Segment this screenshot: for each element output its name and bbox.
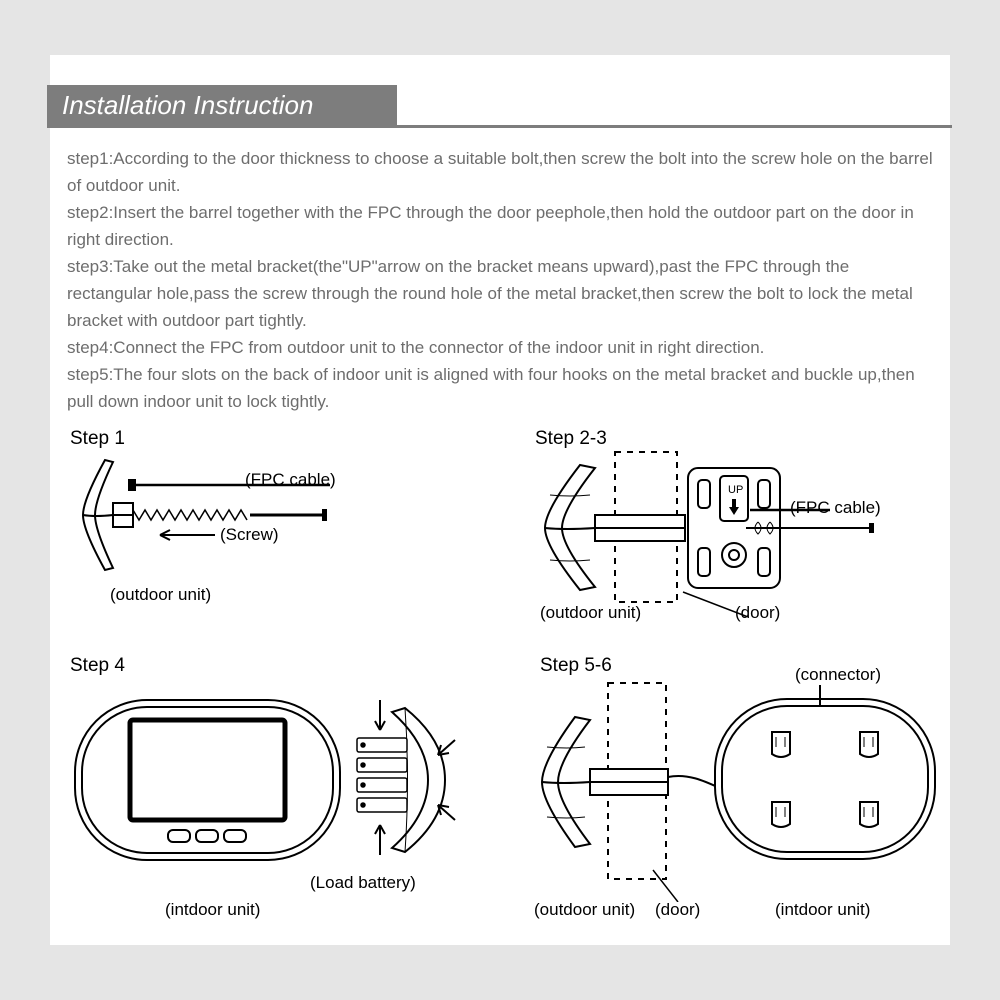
svg-text:UP: UP [728,484,743,496]
instruction-step5: step5:The four slots on the back of indo… [67,361,937,415]
step56-diagram [520,667,950,902]
page: Installation Instruction step1:According… [50,55,950,945]
title-rule [47,125,952,128]
step23-fpc-label: (FPC cable) [790,498,881,518]
step4-label: Step 4 [70,655,125,677]
step1-fpc-label: (FPC cable) [245,470,336,490]
step4-loadbatt-label: (Load battery) [310,873,416,893]
step56-outdoor-label: (outdoor unit) [534,900,635,920]
step4-diagram [60,680,480,900]
step56-intdoor-label: (intdoor unit) [775,900,870,920]
step23-outdoor-label: (outdoor unit) [540,603,641,623]
instruction-step3: step3:Take out the metal bracket(the"UP"… [67,253,937,334]
step1-label: Step 1 [70,428,125,450]
step1-screw-label: (Screw) [220,525,279,545]
instruction-step4: step4:Connect the FPC from outdoor unit … [67,334,937,361]
page-title: Installation Instruction [62,90,313,120]
step4-intdoor-label: (intdoor unit) [165,900,260,920]
instruction-text: step1:According to the door thickness to… [67,145,937,415]
step23-door-leader [678,587,768,617]
step1-outdoor-label: (outdoor unit) [110,585,211,605]
page-title-bar: Installation Instruction [47,85,397,125]
step23-diagram: UP [520,440,940,610]
instruction-step1: step1:According to the door thickness to… [67,145,937,199]
step56-door-label: (door) [655,900,700,920]
step56-connector-label: (connector) [795,665,881,685]
instruction-step2: step2:Insert the barrel together with th… [67,199,937,253]
step56-door-leader [648,867,708,902]
